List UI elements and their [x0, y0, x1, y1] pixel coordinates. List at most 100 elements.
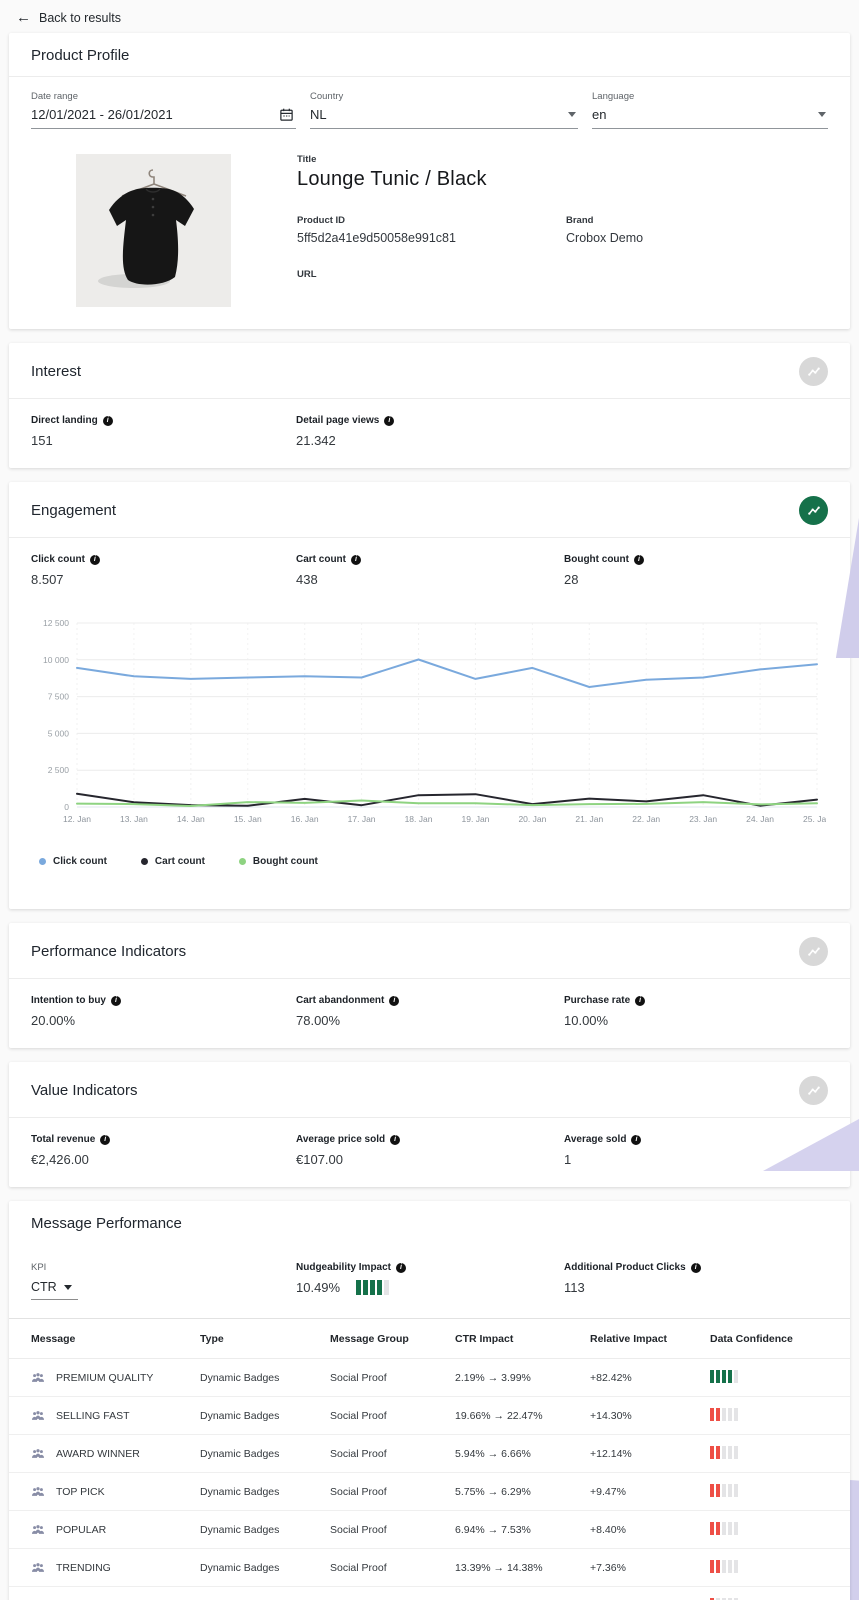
table-row[interactable]: SELLING FAST Dynamic Badges Social Proof 19… — [9, 1396, 850, 1435]
trend-toggle-button[interactable] — [799, 357, 828, 386]
column-header[interactable]: Message — [9, 1318, 200, 1359]
metric-value: 10.00% — [564, 1013, 609, 1028]
y-tick-label: 10 000 — [43, 655, 69, 665]
table-row[interactable]: PREMIUM QUALITY Dynamic Badges Social Proo… — [9, 1358, 850, 1397]
confidence-bar — [728, 1369, 732, 1383]
confidence-bar — [356, 1280, 362, 1295]
language-label: Language — [592, 91, 635, 102]
trend-toggle-button[interactable] — [799, 937, 828, 966]
metric-label: Average sold — [564, 1134, 627, 1145]
message-type: Dynamic Badges — [200, 1510, 330, 1549]
x-tick-label: 18. Jan — [405, 814, 433, 824]
chart-legend: Click count Cart count Bought count — [9, 846, 850, 909]
date-range-field: Date range 12/01/2021 - 26/01/2021 — [31, 91, 296, 129]
confidence-bar — [716, 1445, 720, 1459]
brand-block: Brand Crobox Demo — [566, 215, 828, 245]
info-icon[interactable]: i — [396, 1262, 407, 1273]
engagement-header: Engagement — [9, 482, 850, 538]
url-block: URL — [297, 269, 828, 286]
message-type: Dynamic Badges — [200, 1472, 330, 1511]
confidence-bar — [710, 1559, 714, 1573]
info-icon[interactable]: i — [390, 1134, 401, 1145]
metric: Cart count i 438 — [296, 554, 564, 587]
metric-label: Cart abandonment — [296, 995, 385, 1006]
trend-toggle-button[interactable] — [799, 1076, 828, 1105]
line-chart: 12. Jan 13. Jan 14. Jan 15. Jan 16. Jan 17. J… — [43, 618, 831, 824]
performance-metrics: Intention to buy i 20.00% Cart abandonmen… — [9, 979, 850, 1048]
calendar-icon[interactable] — [279, 107, 294, 122]
confidence-bar — [370, 1280, 376, 1295]
product-id-value: 5ff5d2a41e9d50058e991c81 — [297, 231, 456, 245]
info-icon[interactable]: i — [384, 415, 395, 426]
message-group: Social Proof — [330, 1586, 455, 1600]
column-header[interactable]: Message Group — [330, 1318, 455, 1359]
brand-label: Brand — [566, 215, 594, 226]
ctr-impact: 19.66% → 22.47% — [455, 1396, 590, 1435]
back-to-results-link[interactable]: ← Back to results — [16, 10, 121, 25]
message-type: Dynamic Badges — [200, 1586, 330, 1600]
message-table: Message Type Message Group CTR Impact Re… — [9, 1318, 850, 1600]
confidence-bar — [734, 1521, 738, 1535]
metric-value: 78.00% — [296, 1013, 341, 1028]
confidence-bar — [722, 1445, 726, 1459]
confidence-bar — [710, 1407, 714, 1421]
relative-impact: +82.42% — [590, 1358, 710, 1397]
legend-item[interactable]: Click count — [39, 856, 107, 867]
info-icon[interactable]: i — [102, 415, 113, 426]
card-title: Interest — [31, 363, 82, 380]
metric: Cart abandonment i 78.00% — [296, 995, 564, 1028]
metric: Total revenue i €2,426.00 — [31, 1134, 296, 1167]
confidence-bar — [734, 1407, 738, 1421]
table-row[interactable]: TRENDING Dynamic Badges Social Proof 13.39%… — [9, 1548, 850, 1587]
info-icon[interactable]: i — [100, 1134, 111, 1145]
info-icon[interactable]: i — [111, 995, 121, 1006]
info-icon[interactable]: i — [633, 554, 644, 565]
trend-line-icon — [807, 947, 820, 956]
product-image — [76, 154, 231, 307]
metric-value: €107.00 — [296, 1152, 343, 1167]
ctr-impact: 13.39% → 14.38% — [455, 1548, 590, 1587]
info-icon[interactable]: i — [389, 995, 400, 1006]
table-row[interactable]: POPULAR Dynamic Badges Social Proof 6.94% →… — [9, 1510, 850, 1549]
info-icon[interactable]: i — [635, 995, 646, 1006]
legend-label: Cart count — [154, 856, 205, 867]
group-icon — [32, 1562, 44, 1572]
kpi-field: KPI CTR — [31, 1262, 296, 1300]
info-icon[interactable]: i — [351, 554, 361, 565]
message-group: Social Proof — [330, 1396, 455, 1435]
trend-toggle-button[interactable] — [799, 496, 828, 525]
country-field: Country NL — [310, 91, 578, 129]
interest-card: Interest Direct landing i 151 Detail page… — [9, 343, 850, 468]
metric-label: Total revenue — [31, 1134, 96, 1145]
confidence-bar — [728, 1559, 732, 1573]
group-icon — [32, 1524, 44, 1534]
date-range-input[interactable]: 12/01/2021 - 26/01/2021 — [31, 102, 296, 129]
group-icon — [32, 1448, 44, 1458]
info-icon[interactable]: i — [690, 1262, 701, 1273]
engagement-chart[interactable]: 12. Jan 13. Jan 14. Jan 15. Jan 16. Jan 17. J… — [9, 595, 850, 846]
info-icon[interactable]: i — [631, 1134, 642, 1145]
message-group: Social Proof — [330, 1510, 455, 1549]
kpi-select[interactable]: CTR — [31, 1275, 78, 1300]
x-tick-label: 24. Jan — [746, 814, 774, 824]
metric-label: Cart count — [296, 554, 346, 565]
data-confidence-bars — [710, 1521, 738, 1535]
table-row[interactable]: TOP PICK Dynamic Badges Social Proof 5.75% … — [9, 1472, 850, 1511]
metric-label: Average price sold — [296, 1134, 386, 1145]
message-group: Social Proof — [330, 1472, 455, 1511]
product-info: Title Lounge Tunic / Black Product ID 5f… — [297, 154, 828, 307]
legend-item[interactable]: Cart count — [140, 856, 205, 867]
info-icon[interactable]: i — [89, 554, 100, 565]
metric-label: Purchase rate — [564, 995, 631, 1006]
language-select[interactable]: en — [592, 102, 828, 129]
column-header[interactable]: Type — [200, 1318, 330, 1359]
column-header[interactable]: CTR Impact — [455, 1318, 590, 1359]
y-tick-label: 0 — [64, 802, 69, 812]
legend-item[interactable]: Bought count — [238, 856, 318, 867]
column-header[interactable]: Relative Impact — [590, 1318, 710, 1359]
confidence-bar — [716, 1521, 720, 1535]
country-select[interactable]: NL — [310, 102, 578, 129]
table-row[interactable]: AWARD WINNER Dynamic Badges Social Proof 5.… — [9, 1434, 850, 1473]
column-header[interactable]: Data Confidence — [710, 1318, 850, 1359]
